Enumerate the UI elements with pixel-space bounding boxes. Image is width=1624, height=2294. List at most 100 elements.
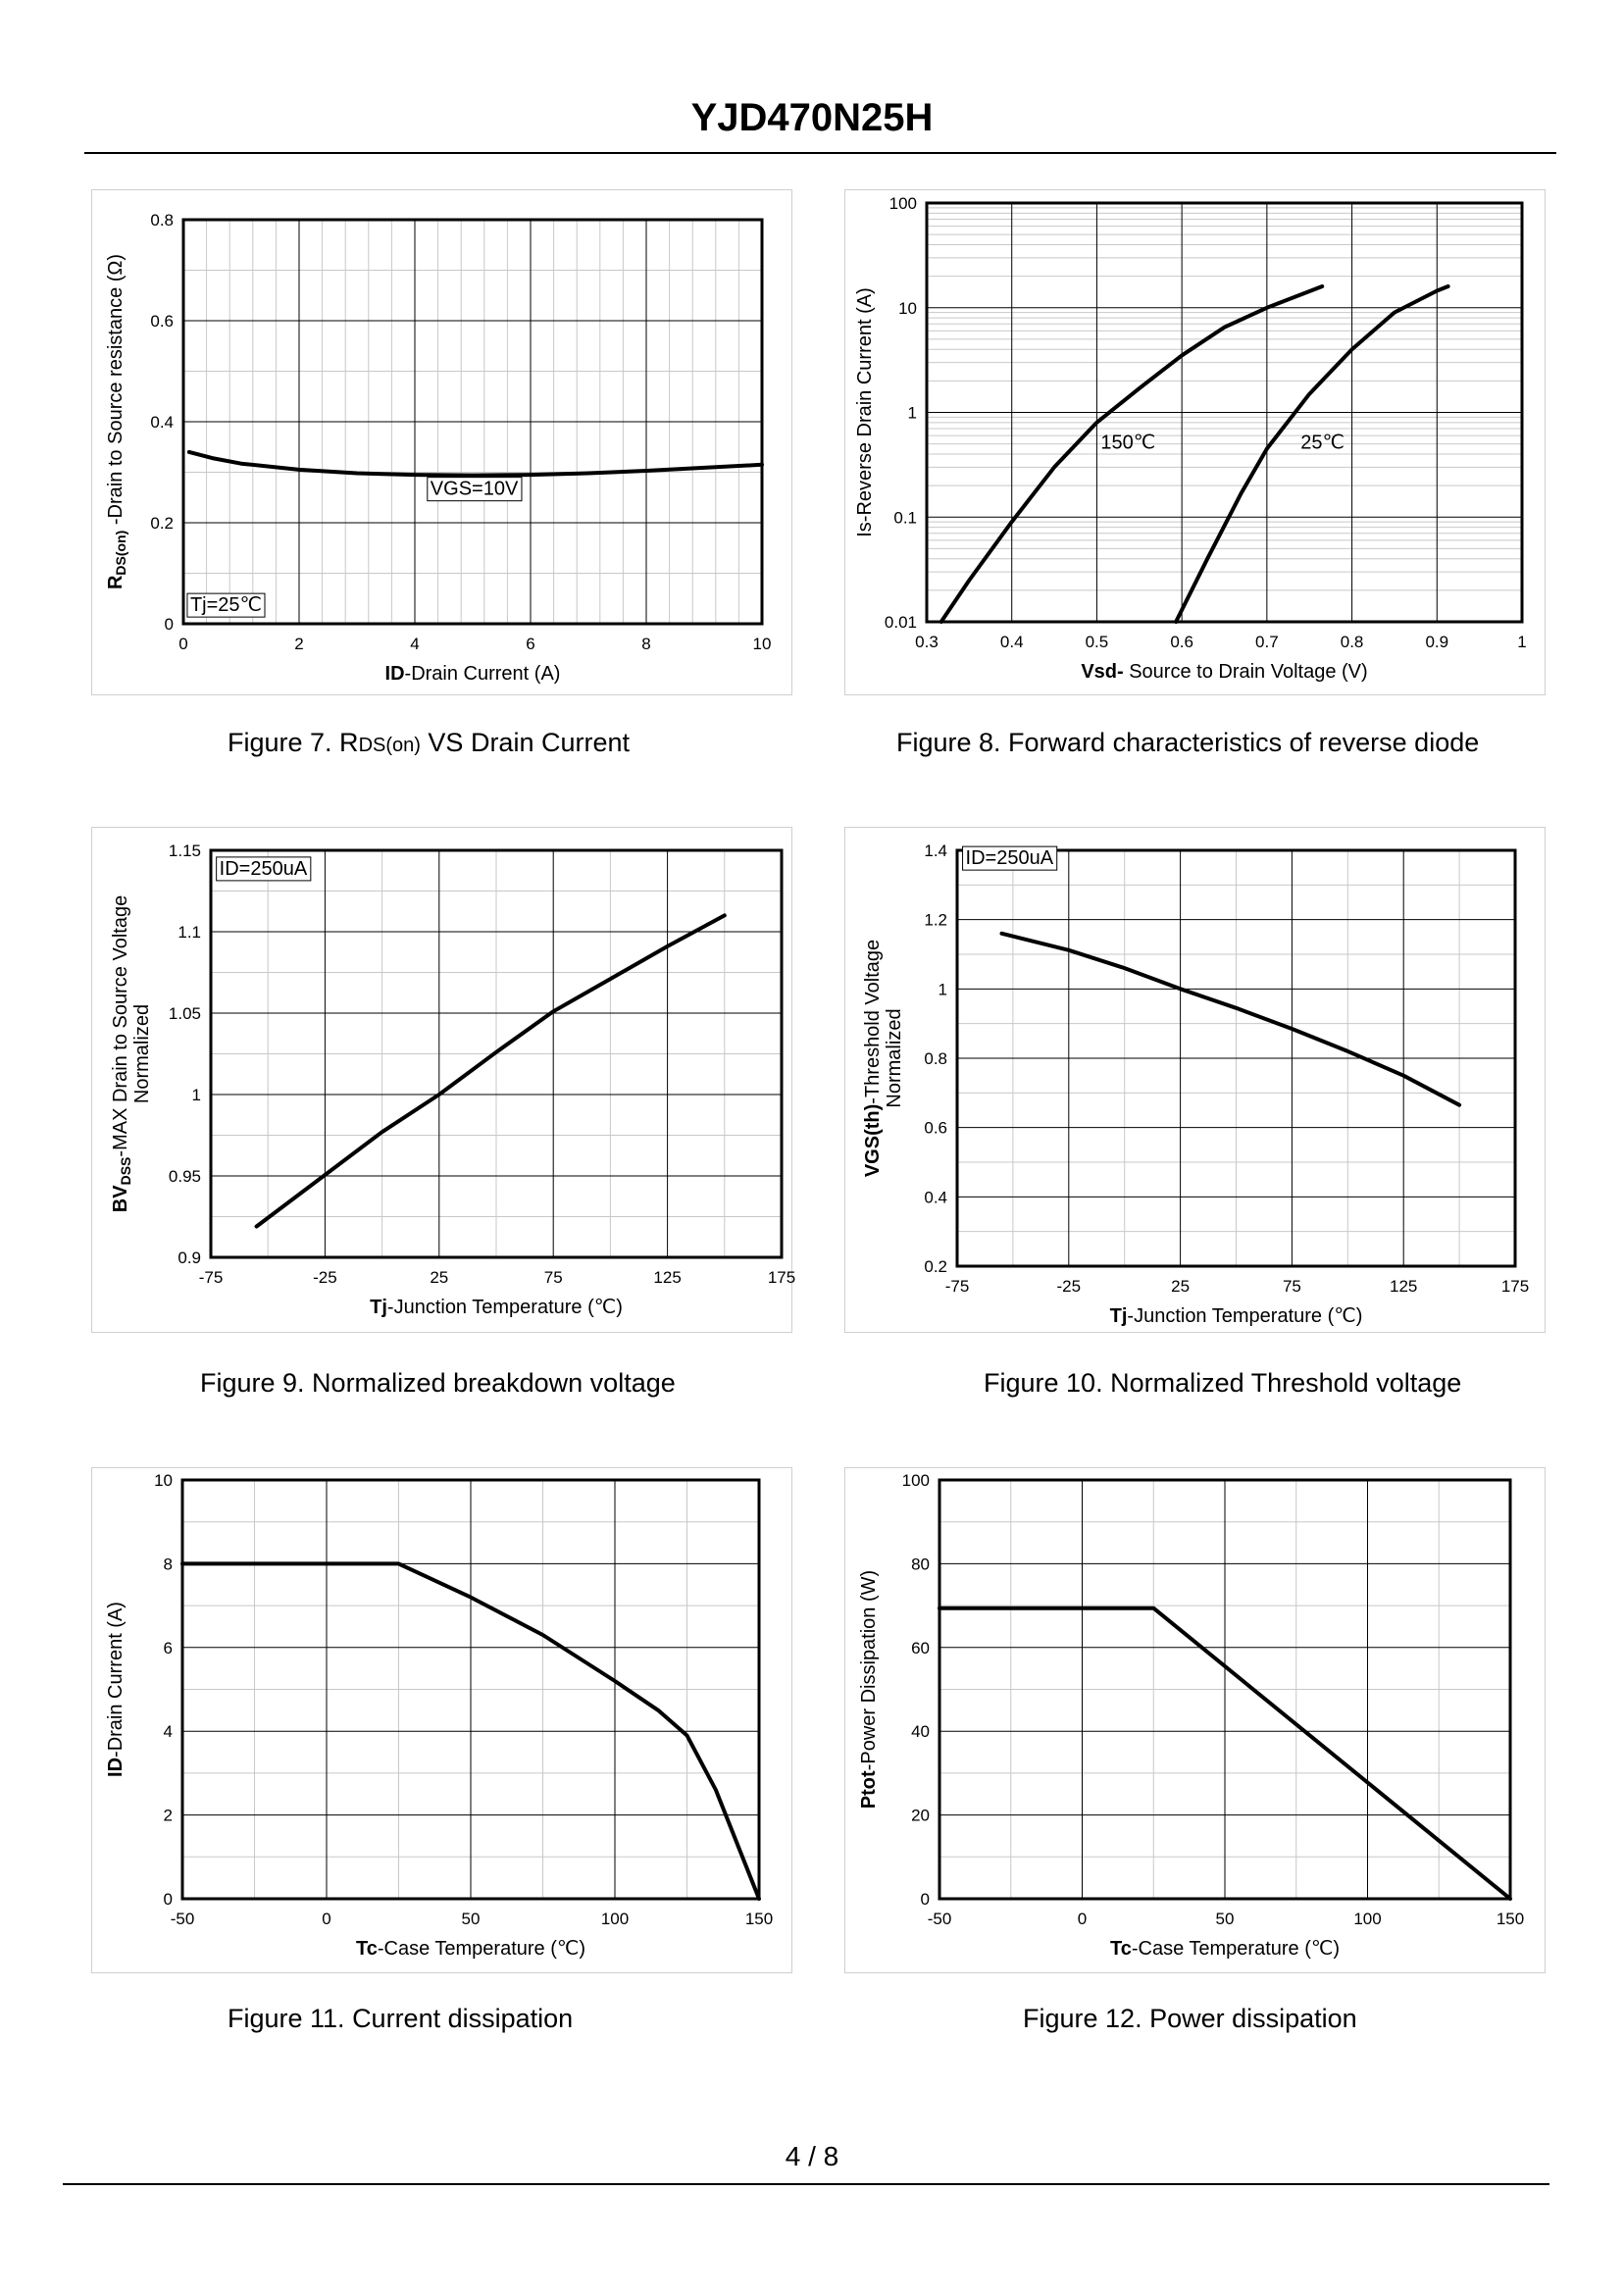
y-tick-label: 100 (902, 1471, 930, 1490)
y-tick-label: 0.2 (924, 1257, 947, 1276)
figure-7-caption: Figure 7. RDS(on) VS Drain Current (228, 728, 630, 758)
x-tick-label: 2 (294, 635, 303, 653)
y-tick-label: 8 (164, 1555, 173, 1573)
y-tick-label: 0 (165, 615, 174, 634)
x-axis-label-text: -Drain Current (A) (405, 663, 561, 685)
y-axis-label: Ptot-Power Dissipation (W) (858, 1570, 880, 1809)
y-tick-label: 10 (154, 1471, 173, 1490)
y-tick-label: 60 (911, 1639, 930, 1657)
y-tick-label: 0.4 (924, 1188, 947, 1206)
y-axis-label: Is-Reverse Drain Current (A) (854, 287, 876, 537)
y-axis-label: Normalized (131, 1004, 153, 1103)
x-tick-label: 6 (526, 635, 534, 653)
x-axis-label: Vsd- Source to Drain Voltage (V) (1081, 661, 1367, 683)
y-axis-label-sub: DSS (118, 1157, 133, 1186)
y-tick-label: 1 (939, 980, 947, 998)
x-axis-label: Tj-Junction Temperature (℃) (370, 1297, 623, 1318)
figure-9-caption: Figure 9. Normalized breakdown voltage (200, 1368, 676, 1398)
y-tick-label: 0.6 (924, 1119, 947, 1138)
x-tick-label: 8 (641, 635, 650, 653)
plot-frame (938, 1478, 1512, 1901)
x-tick-label: 50 (462, 1910, 481, 1928)
plot-frame (181, 218, 764, 626)
y-axis-label-text: -Power Dissipation (W) (858, 1570, 880, 1770)
annotation-label: 150℃ (1100, 433, 1155, 454)
x-tick-label: 10 (753, 635, 772, 653)
annotation-label: ID=250uA (966, 847, 1054, 869)
y-tick-label: 40 (911, 1722, 930, 1741)
x-axis-label: ID-Drain Current (A) (385, 663, 561, 685)
y-tick-label: 1.05 (169, 1004, 201, 1023)
series-line (999, 931, 1462, 1107)
x-tick-label: -25 (1057, 1277, 1082, 1296)
x-tick-label: -25 (313, 1268, 337, 1287)
plot-frame (180, 1478, 761, 1901)
x-axis-label-text: -Case Temperature (℃) (378, 1938, 585, 1960)
x-tick-label: 75 (1283, 1277, 1301, 1296)
y-tick-label: 0.6 (150, 312, 174, 331)
y-axis-label-bold: R (105, 575, 127, 589)
y-tick-label: 0 (164, 1890, 173, 1909)
footer-rule (63, 2183, 1549, 2185)
x-axis-label: Tc-Case Temperature (℃) (356, 1938, 585, 1960)
annotation-box (186, 592, 266, 618)
x-tick-label: 4 (410, 635, 419, 653)
figure-7-caption-suffix: VS Drain Current (420, 728, 630, 757)
x-axis-label-bold: Tj (1110, 1305, 1128, 1327)
y-tick-label: 0.4 (150, 413, 174, 432)
figure-10-panel: -75 -25 25 75 125 175 0.2 0.4 0.6 0.8 1 1.2 1.4 Tj-Ju… (844, 827, 1546, 1333)
y-tick-label: 1.15 (169, 841, 201, 860)
plot-frame (209, 848, 784, 1259)
plot-frame (925, 201, 1524, 624)
plot-frame (955, 848, 1517, 1268)
y-tick-label: 1 (192, 1086, 201, 1104)
figure-8-caption: Figure 8. Forward characteristics of rev… (896, 728, 1480, 757)
y-axis-label-bold: BV (110, 1185, 131, 1212)
y-tick-label: 0.01 (885, 613, 917, 632)
x-tick-label: 150 (1497, 1910, 1524, 1928)
y-axis-label-sub: DS(on) (113, 531, 128, 576)
y-axis-label-text: -Drain to Source resistance (Ω) (105, 254, 127, 531)
x-axis-label-text: -Case Temperature (℃) (1132, 1938, 1340, 1960)
series-line (186, 449, 764, 478)
y-axis-label-text: -Threshold Voltage (862, 940, 884, 1104)
y-tick-label: 6 (164, 1639, 173, 1657)
x-axis-label: Tc-Case Temperature (℃) (1110, 1938, 1340, 1960)
x-tick-label: 100 (601, 1910, 629, 1928)
x-tick-label: 175 (1501, 1277, 1529, 1296)
x-axis-label-text: -Junction Temperature (℃) (387, 1297, 623, 1318)
x-tick-label: 0.8 (1341, 633, 1364, 651)
figure-11-caption: Figure 11. Current dissipation (228, 2004, 574, 2033)
x-tick-label: 125 (1390, 1277, 1417, 1296)
y-tick-label: 0.8 (150, 211, 174, 229)
x-axis-label-bold: ID (385, 663, 405, 685)
y-axis-label-bold: VGS(th) (862, 1104, 884, 1177)
y-tick-label: 1.4 (924, 841, 947, 860)
figure-8-panel: 0.3 0.4 0.5 0.6 0.7 0.8 0.9 1 0.01 0.1 1 10 100 Vsd- … (844, 189, 1546, 695)
y-axis-label-text: Normalized (131, 1004, 153, 1103)
y-tick-label: 1.1 (178, 923, 201, 942)
page-title: YJD470N25H (690, 96, 934, 139)
x-tick-label: 0.9 (1425, 633, 1448, 651)
y-tick-label: 0.2 (150, 514, 174, 533)
annotation-box (427, 477, 523, 502)
x-tick-label: 1 (1517, 633, 1526, 651)
y-tick-label: 100 (889, 194, 917, 213)
y-axis-label-text: -MAX Drain to Source Voltage (110, 895, 131, 1157)
x-tick-label: 25 (430, 1268, 448, 1287)
x-tick-label: 0.5 (1086, 633, 1109, 651)
x-tick-label: -75 (945, 1277, 970, 1296)
figure-8-chart: 0.3 0.4 0.5 0.6 0.7 0.8 0.9 1 0.01 0.1 1 10 100 Vsd- … (854, 194, 1527, 683)
x-tick-label: 50 (1216, 1910, 1235, 1928)
x-axis-label-bold: Vsd- (1081, 661, 1123, 683)
x-axis-label-text: Source to Drain Voltage (V) (1124, 661, 1368, 683)
series-line (180, 1561, 761, 1901)
figure-7-panel: 0 2 4 6 8 10 0 0.2 0.4 0.6 0.8 ID-Drain Current (A)… (91, 189, 792, 695)
y-axis-label-text: Normalized (884, 1008, 905, 1107)
y-axis-label-text: Is-Reverse Drain Current (A) (854, 287, 876, 537)
y-tick-label: 1 (908, 404, 917, 423)
y-axis-label: ID-Drain Current (A) (105, 1602, 127, 1777)
figure-10-chart: -75 -25 25 75 125 175 0.2 0.4 0.6 0.8 1 1.2 1.4 Tj-Ju… (862, 841, 1529, 1327)
y-tick-label: 10 (898, 299, 917, 318)
